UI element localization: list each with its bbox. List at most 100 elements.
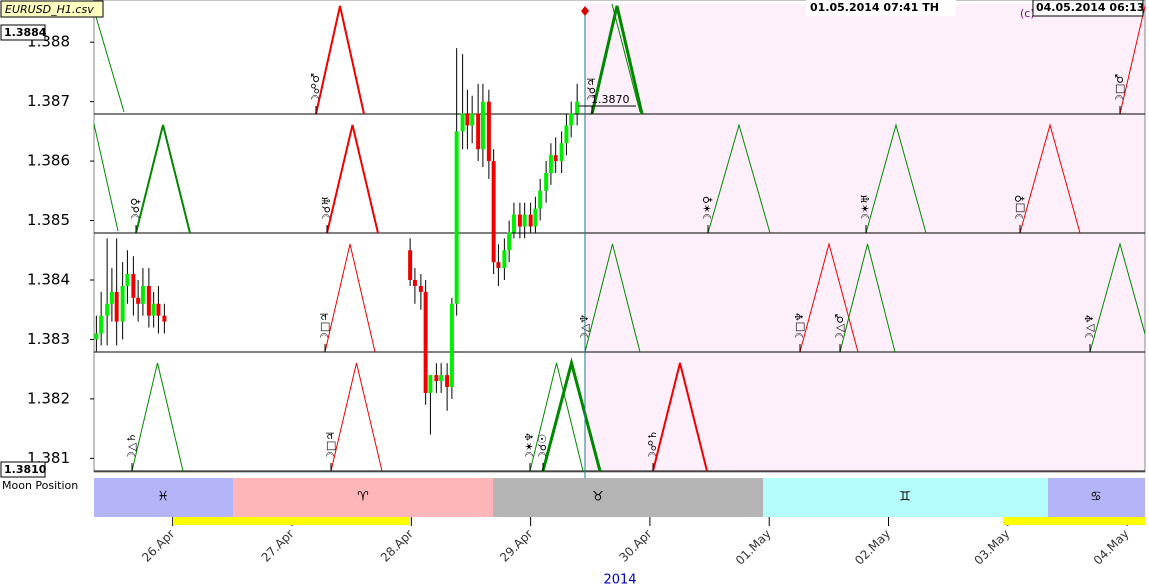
candle-body: [99, 315, 104, 334]
zodiac-sign: ♊: [899, 490, 911, 505]
aspect-triangle: [93, 9, 125, 113]
candle-body: [146, 285, 151, 316]
candle-body: [465, 113, 470, 126]
candle-body: [105, 303, 110, 316]
candle-body: [544, 172, 549, 191]
candle-body: [559, 143, 564, 162]
aspect-triangle: [652, 362, 708, 472]
zodiac-band: [1048, 478, 1145, 517]
candle-body: [428, 375, 433, 393]
candle-body: [418, 285, 423, 292]
aspect-label: ☽□♂: [1113, 74, 1126, 104]
zodiac-sign: ♈: [357, 490, 369, 505]
candle-body: [439, 375, 444, 382]
zodiac-sign: ♉: [592, 490, 604, 505]
candle-body: [109, 291, 114, 304]
candle-body: [136, 297, 141, 304]
aspect-triangle: [865, 123, 927, 234]
candle-body: [445, 375, 450, 387]
candle-body: [486, 101, 491, 162]
current-marker: [581, 6, 589, 16]
candle-body: [162, 315, 167, 322]
candle-body: [528, 214, 533, 227]
y-tick-label: 1.385: [27, 211, 70, 229]
candle-body: [156, 303, 161, 316]
candle-body: [114, 291, 119, 322]
aspect-label: ☽□♀: [1013, 195, 1026, 223]
y-tick-label: 1.387: [27, 92, 70, 110]
aspect-triangle: [324, 243, 376, 353]
candle-body: [423, 291, 428, 393]
aspect-triangle: [590, 5, 644, 115]
current-price-label: 1.3870: [591, 93, 630, 106]
aspect-triangle: [326, 124, 379, 234]
zodiac-sign: ♓: [157, 490, 169, 505]
y-tick-label: 1.382: [27, 389, 70, 407]
aspect-triangle: [131, 362, 184, 472]
aspect-label: ☽☌♃: [585, 77, 598, 104]
top-price-label: 1.3884: [4, 26, 47, 39]
aspect-triangle: [1119, 5, 1146, 115]
candle-body: [564, 125, 569, 144]
price-box: [0, 461, 46, 478]
candle-body: [553, 155, 558, 162]
aspect-label: ☽□♆: [793, 312, 806, 342]
aspect-triangle: [541, 357, 602, 472]
candle-body: [548, 155, 553, 173]
aspect-label: ☽☌♀: [129, 198, 142, 223]
candle-body: [460, 113, 465, 132]
aspect-triangle: [93, 123, 119, 232]
candle-body: [412, 279, 417, 286]
candle-body: [120, 285, 125, 322]
highlight-bar: [173, 517, 410, 525]
aspect-label: ☽△♆: [1083, 314, 1096, 342]
future-shade: [585, 4, 1145, 472]
aspect-triangle: [839, 243, 896, 353]
zodiac-band: [94, 478, 233, 517]
candle-body: [480, 101, 485, 150]
candle-body: [131, 274, 136, 298]
end-time-box: [1032, 0, 1144, 17]
candle-body: [125, 274, 130, 286]
aspect-label: ☽△♂: [833, 314, 846, 342]
y-tick-label: 1.384: [27, 270, 70, 288]
aspect-triangle: [1019, 123, 1081, 234]
candle-body: [507, 232, 512, 251]
candle-body: [408, 250, 413, 280]
chart-title: EURUSD_H1.csv: [5, 3, 94, 16]
candle-body: [449, 303, 454, 387]
aspect-triangle: [799, 242, 859, 353]
aspect-label: ☽☍♂: [309, 73, 322, 104]
candle-body: [575, 101, 580, 114]
candle-body: [491, 161, 496, 263]
aspect-triangle: [1089, 242, 1146, 353]
bottom-price-label: 1.3810: [4, 463, 47, 476]
zodiac-band: [493, 478, 763, 517]
zodiac-sign: ♋: [1090, 490, 1102, 505]
y-tick-label: 1.383: [27, 330, 70, 348]
aspect-label: ☽□♃: [324, 431, 337, 461]
candle-body: [517, 214, 522, 227]
aspect-triangle: [330, 362, 383, 472]
year-label: 2014: [603, 573, 636, 587]
candle-body: [569, 113, 574, 126]
candle-body: [454, 131, 459, 304]
aspect-label: ☽☌☉: [536, 434, 549, 461]
candle-body: [533, 208, 538, 227]
aspect-label: ☽☌♅: [320, 196, 333, 223]
aspect-triangle: [584, 243, 641, 353]
candle-body: [522, 214, 527, 227]
zodiac-band: [233, 478, 493, 517]
time-box: [806, 0, 956, 16]
aspect-label: ☽✶♆: [523, 432, 536, 461]
zodiac-band: [763, 478, 1048, 517]
candle-body: [476, 113, 481, 150]
title-box: [0, 0, 104, 18]
plot-frame: [93, 0, 1146, 473]
end-time: 04.05.2014 06:13: [1036, 1, 1144, 14]
header-time: 01.05.2014 07:41 TH: [810, 1, 939, 14]
copyright: (c): [1020, 7, 1035, 20]
candle-body: [511, 214, 516, 233]
candle-body: [538, 190, 543, 209]
